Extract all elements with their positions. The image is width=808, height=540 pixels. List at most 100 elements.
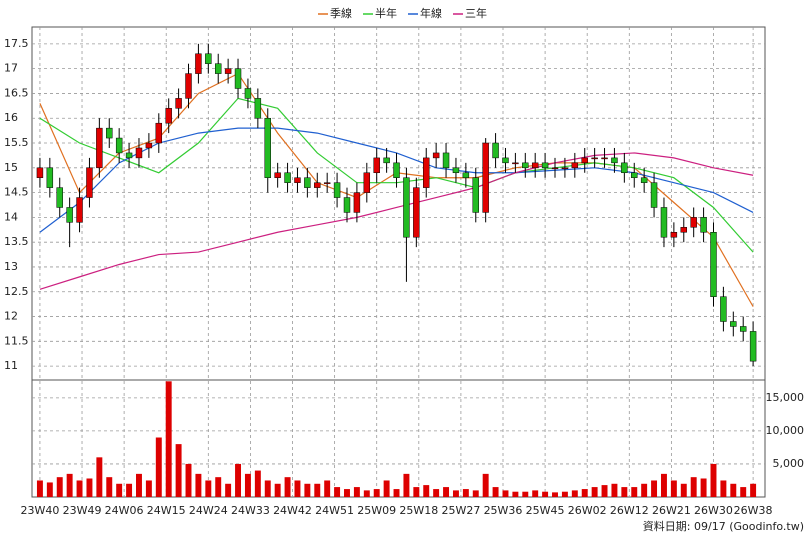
candle-body <box>185 73 192 99</box>
x-tick-label: 24W42 <box>273 504 312 517</box>
volume-bar <box>710 463 717 497</box>
volume-bar <box>660 473 667 497</box>
candle-body <box>155 122 163 144</box>
candle-body <box>86 167 93 198</box>
volume-bar <box>304 483 311 497</box>
candle-body <box>224 68 232 74</box>
candle-body <box>561 167 569 170</box>
candle-body <box>720 296 727 322</box>
volume-bar <box>611 483 618 497</box>
y-tick-label: 11 <box>4 359 18 372</box>
volume-bar <box>561 491 568 497</box>
legend: 季線 半年 年線 三年 <box>318 6 487 20</box>
y-tick-label: 16.5 <box>4 86 29 99</box>
volume-bar <box>353 487 360 497</box>
plot-frame <box>31 26 766 498</box>
ma-line <box>39 152 754 290</box>
candle-body <box>244 88 252 99</box>
volume-bar <box>373 489 380 497</box>
x-tick-label: 24W06 <box>105 504 144 517</box>
y2-tick-label: 15,000 <box>766 391 805 404</box>
volume-bar <box>46 482 53 497</box>
candle-body <box>621 162 628 174</box>
volume-bar <box>740 487 747 497</box>
candle-body <box>106 127 113 139</box>
x-tick-label: 24W33 <box>231 504 270 517</box>
volume-bar <box>581 489 588 497</box>
volume-bar <box>443 487 450 497</box>
candle-body <box>373 157 380 174</box>
y-tick-label: 14.5 <box>4 186 29 199</box>
y-tick-label: 12 <box>4 310 18 323</box>
x-tick-label: 25W36 <box>484 504 523 517</box>
volume-bar <box>651 480 658 497</box>
candle-body <box>551 167 559 170</box>
y-tick-label: 17 <box>4 62 18 75</box>
volume-bar <box>552 492 558 497</box>
volume-bar <box>413 487 420 497</box>
volume-bar <box>472 490 479 497</box>
candle-body <box>680 227 687 233</box>
x-tick-label: 25W09 <box>357 504 396 517</box>
candle-body <box>205 53 212 64</box>
x-tick-label: 23W40 <box>20 504 59 517</box>
candle-body <box>215 63 222 74</box>
volume-bar <box>185 463 192 497</box>
candle-body <box>502 157 509 164</box>
volume-bar <box>720 480 727 497</box>
candle-body <box>591 157 598 160</box>
x-tick-label: 25W45 <box>526 504 565 517</box>
candle-body <box>739 326 747 332</box>
candle-body <box>452 167 460 174</box>
volume-bar <box>284 477 291 497</box>
volume-bar <box>363 490 370 497</box>
volume-bar <box>96 457 103 497</box>
candle-body <box>393 162 400 178</box>
candle-body <box>284 172 291 183</box>
volume-bar <box>344 489 350 497</box>
candle-body <box>323 182 331 184</box>
candle-body <box>333 182 341 198</box>
candle-body <box>442 152 450 169</box>
volume-bar <box>254 470 261 497</box>
volume-bar <box>86 478 93 497</box>
y-tick-label: 15 <box>4 161 18 174</box>
volume-bar <box>452 490 459 497</box>
volume-bar <box>383 480 390 497</box>
x-tick-label: 25W27 <box>441 504 480 517</box>
candle-body <box>304 177 311 188</box>
candle-body <box>363 172 371 193</box>
volume-bar <box>116 483 123 497</box>
volume-bar <box>66 473 73 497</box>
volume-bar <box>56 477 63 497</box>
candle-body <box>650 182 658 208</box>
x-tick-label: 24W15 <box>147 504 186 517</box>
legend-label: 半年 <box>375 6 397 20</box>
candle-body <box>195 53 202 74</box>
volume-bar <box>542 491 549 497</box>
candle-body <box>423 157 430 188</box>
volume-bar <box>324 480 331 497</box>
legend-label: 年線 <box>420 6 442 20</box>
candle-body <box>749 331 757 362</box>
volume-bar <box>235 463 242 497</box>
y-tick-label: 13.5 <box>4 235 29 248</box>
candle-body <box>234 68 242 89</box>
volume-bar <box>294 480 301 497</box>
volume-bar <box>730 483 737 497</box>
candle-body <box>294 177 301 183</box>
candle-body <box>46 167 54 188</box>
candle-body <box>66 207 73 223</box>
legend-label: 三年 <box>465 6 487 20</box>
candle-body <box>670 232 678 238</box>
volume-bar <box>750 483 757 497</box>
y-tick-label: 11.5 <box>4 334 29 347</box>
volume-bar <box>393 489 400 497</box>
candle-body <box>314 182 321 188</box>
volume-bar <box>571 490 578 497</box>
candle-body <box>522 162 529 169</box>
volume-bar <box>462 489 469 497</box>
candle-body <box>254 98 262 119</box>
volume-bar <box>106 477 113 497</box>
